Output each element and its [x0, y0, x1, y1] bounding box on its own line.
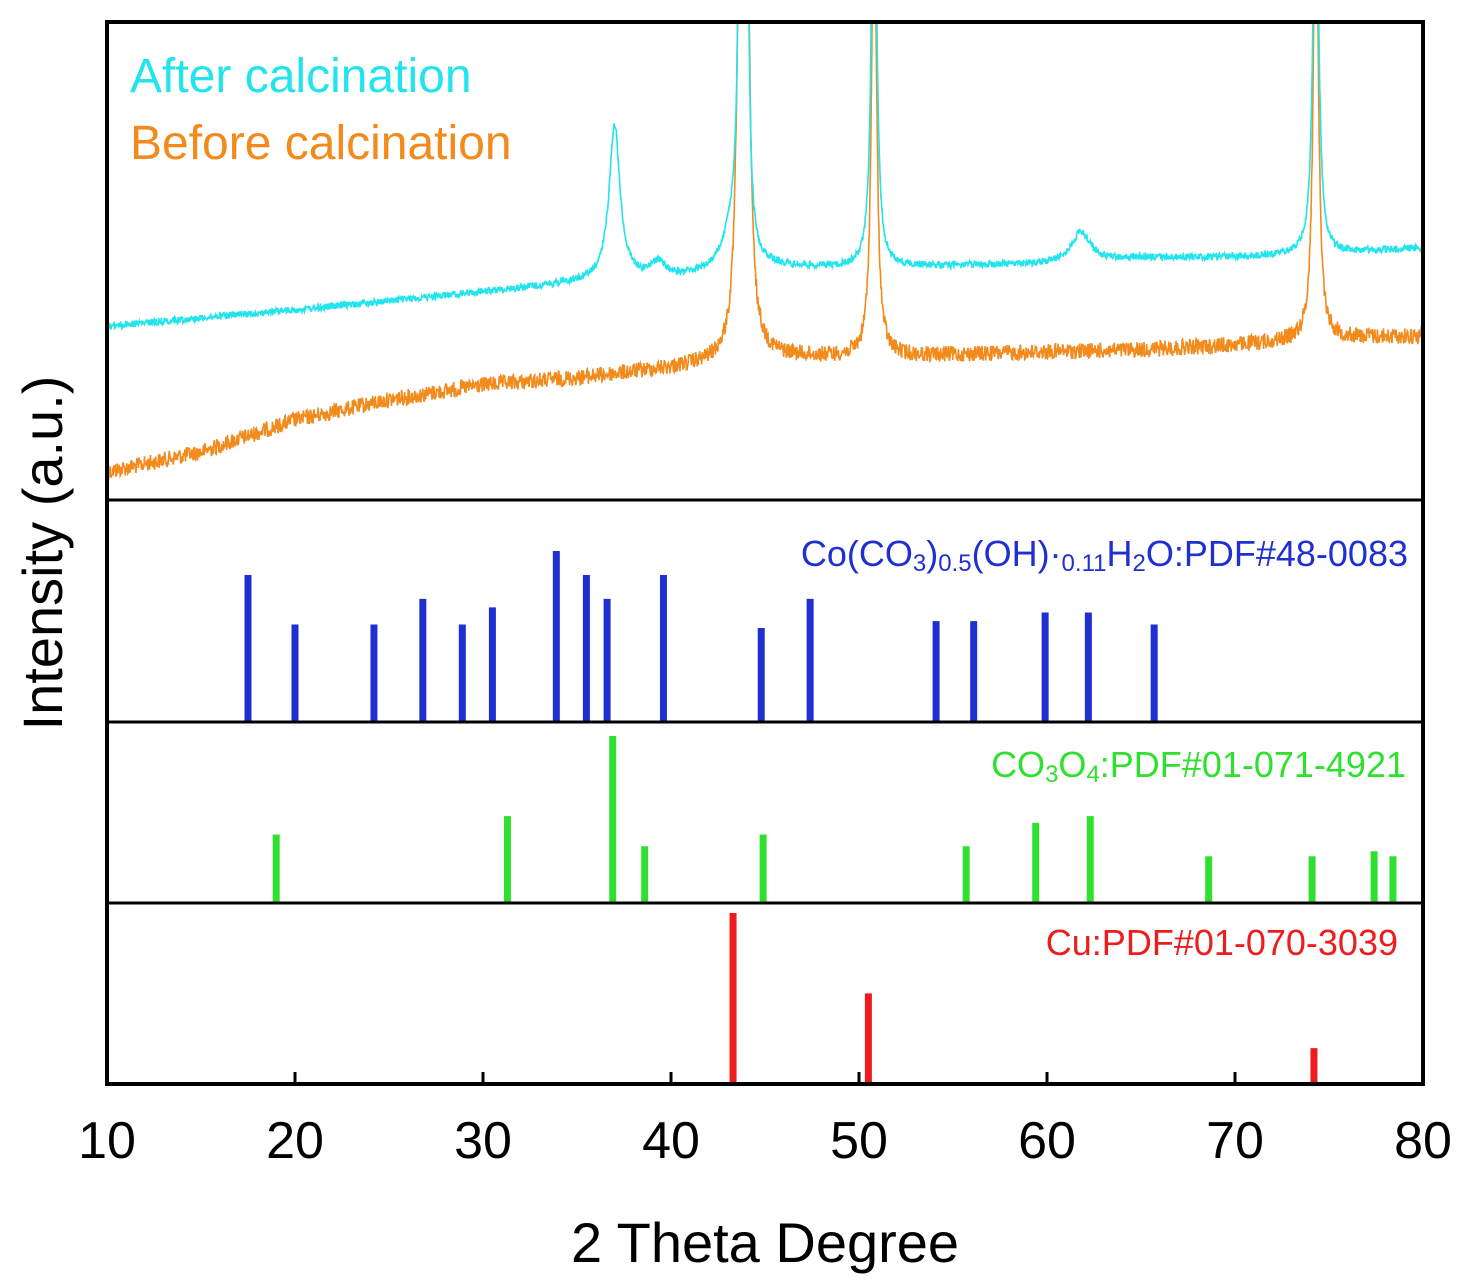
- measured-series-group: [107, 22, 1423, 480]
- y-axis-label: Intensity (a.u.): [11, 376, 74, 731]
- reference-panel-co3o4: CO3O4:PDF#01-071-4921: [272, 736, 1406, 903]
- x-tick-label: 50: [830, 1112, 888, 1170]
- reference-label: CO3O4:PDF#01-071-4921: [991, 744, 1406, 788]
- legend-before-calcination: Before calcination: [130, 117, 512, 170]
- x-tick-label: 40: [642, 1112, 700, 1170]
- series-before-calcination: [107, 22, 1423, 480]
- reference-label: Cu:PDF#01-070-3039: [1046, 922, 1398, 963]
- legend-after-calcination: After calcination: [130, 50, 472, 103]
- reference-label: Co(CO3)0.5(OH)·0.11H2O:PDF#48-0083: [801, 533, 1408, 577]
- x-tick-label: 10: [78, 1112, 136, 1170]
- plot-frame: [105, 20, 1425, 1086]
- reference-panel-co-carbonate-hydroxide: Co(CO3)0.5(OH)·0.11H2O:PDF#48-0083: [244, 533, 1408, 722]
- x-tick-label: 70: [1206, 1112, 1264, 1170]
- measured-patterns-panel: After calcination Before calcination: [107, 22, 1423, 480]
- x-axis-label: 2 Theta Degree: [571, 1211, 959, 1274]
- x-axis-ticks: 10 20 30 40 50 60 70 80: [78, 1072, 1452, 1170]
- reference-panel-cu: Cu:PDF#01-070-3039: [729, 913, 1398, 1084]
- x-tick-label: 60: [1018, 1112, 1076, 1170]
- series-after-calcination: [107, 22, 1423, 331]
- x-tick-label: 30: [454, 1112, 512, 1170]
- x-tick-label: 20: [266, 1112, 324, 1170]
- x-tick-label: 80: [1394, 1112, 1452, 1170]
